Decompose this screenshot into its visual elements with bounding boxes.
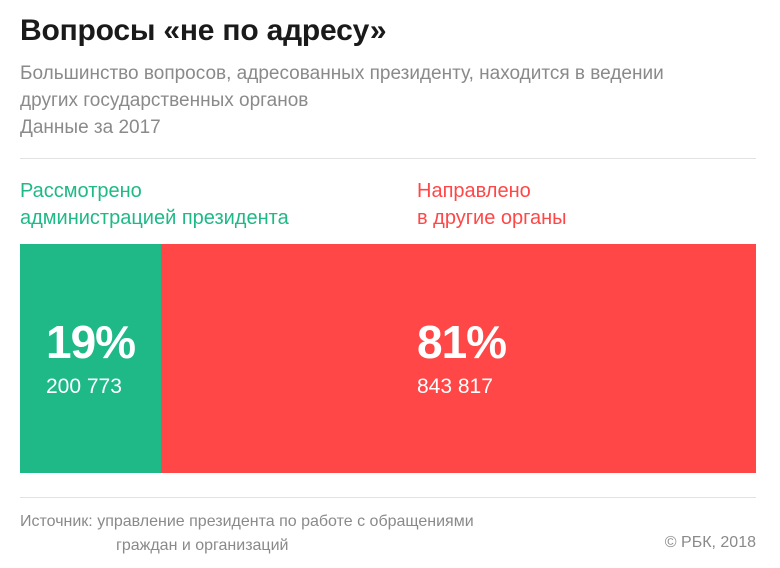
percent-label-redirected: 81% bbox=[417, 316, 507, 368]
source-line2: граждан и организаций bbox=[116, 537, 289, 554]
segment-reviewed-values: 19% 200 773 bbox=[46, 316, 136, 402]
bar-segment-redirected: 81% 843 817 bbox=[161, 244, 756, 473]
data-period: Данные за 2017 bbox=[20, 117, 161, 138]
segment-label-redirected-line1: Направлено bbox=[417, 180, 531, 202]
segment-label-redirected-line2: в другие органы bbox=[417, 207, 567, 229]
top-divider bbox=[20, 158, 756, 159]
segment-label-reviewed-line1: Рассмотрено bbox=[20, 180, 142, 202]
source-line1: Источник: управление президента по работ… bbox=[20, 513, 474, 530]
segment-label-reviewed-line2: администрацией президента bbox=[20, 207, 289, 229]
bottom-divider bbox=[20, 497, 756, 498]
bar-segment-reviewed: 19% 200 773 bbox=[20, 244, 161, 473]
source-note: Источник: управление президента по работ… bbox=[20, 510, 600, 558]
count-label-redirected: 843 817 bbox=[417, 375, 493, 398]
chart-subtitle: Большинство вопросов, адресованных прези… bbox=[20, 63, 664, 111]
segment-label-reviewed: Рассмотрено администрацией президента bbox=[20, 178, 340, 232]
percent-label-reviewed: 19% bbox=[46, 316, 136, 368]
count-label-reviewed: 200 773 bbox=[46, 375, 122, 398]
stacked-bar: 19% 200 773 81% 843 817 bbox=[20, 244, 756, 473]
copyright: © РБК, 2018 bbox=[664, 534, 756, 551]
chart-title: Вопросы «не по адресу» bbox=[20, 14, 387, 47]
segment-label-redirected: Направлено в другие органы bbox=[417, 178, 737, 232]
segment-redirected-values: 81% 843 817 bbox=[417, 316, 507, 402]
